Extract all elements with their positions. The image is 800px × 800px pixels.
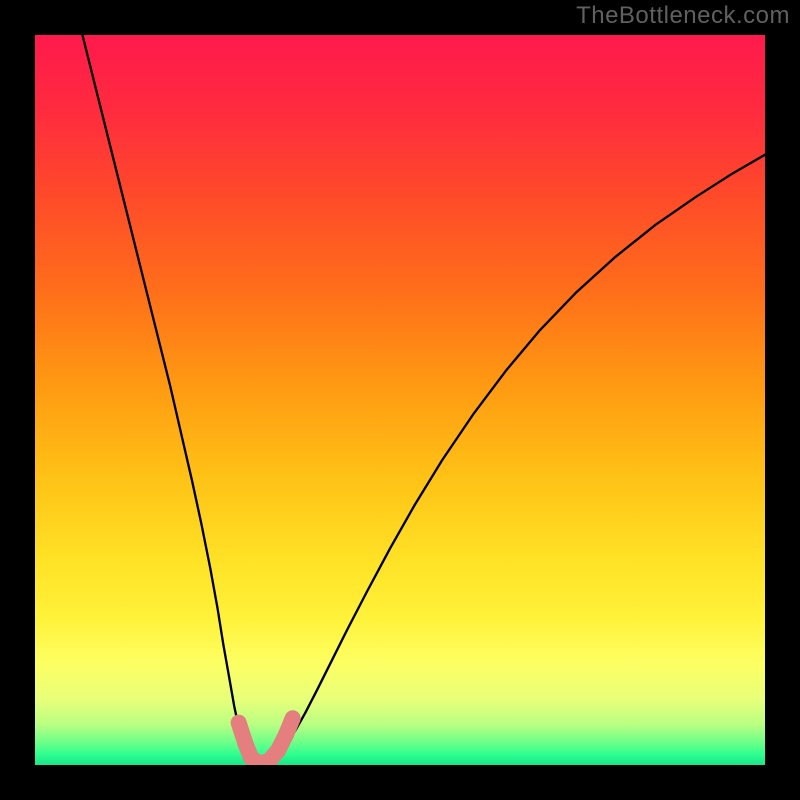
marker-dot [286, 712, 299, 725]
marker-dot [232, 716, 245, 729]
marker-dot [278, 726, 294, 742]
watermark-text: TheBottleneck.com [576, 2, 790, 30]
marker-dot [237, 735, 253, 751]
bottleneck-curve [82, 35, 765, 765]
marker-group [232, 712, 299, 765]
marker-dot [270, 742, 286, 758]
canvas: TheBottleneck.com [0, 0, 800, 800]
plot-area [35, 35, 765, 765]
curve-layer [35, 35, 765, 765]
